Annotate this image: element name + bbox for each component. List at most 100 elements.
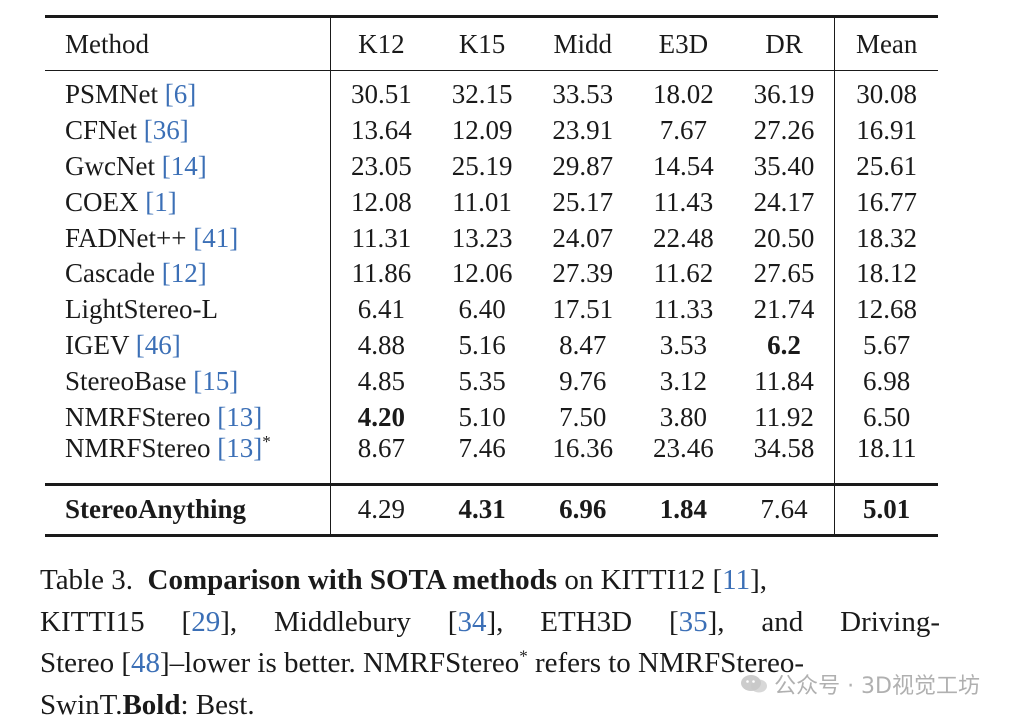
table-cell: 30.08 bbox=[835, 71, 938, 113]
table-cell: 29.87 bbox=[532, 149, 633, 185]
citation-bracket: [ bbox=[211, 433, 227, 463]
table-cell: 30.51 bbox=[331, 71, 432, 113]
method-name: GwcNet [14] bbox=[45, 149, 331, 185]
citation-link[interactable]: 35 bbox=[679, 606, 708, 638]
citation-link[interactable]: 41 bbox=[202, 223, 229, 253]
table-final-section: StereoAnything 4.29 4.31 6.96 1.84 7.64 … bbox=[45, 484, 938, 535]
watermark-text: 公众号 · 3D视觉工坊 bbox=[774, 668, 980, 700]
table-cell: 5.16 bbox=[432, 328, 533, 364]
method-label: LightStereo-L bbox=[65, 294, 218, 324]
table-cell: 25.19 bbox=[432, 149, 533, 185]
citation-link[interactable]: 1 bbox=[154, 187, 168, 217]
caption-text: KITTI15 bbox=[40, 602, 145, 644]
method-label: FADNet++ bbox=[65, 223, 186, 253]
table-cell: 20.50 bbox=[734, 220, 835, 256]
citation-link[interactable]: 12 bbox=[171, 258, 198, 288]
final-cell: 6.96 bbox=[532, 484, 633, 535]
table-cell: 21.74 bbox=[734, 292, 835, 328]
table-cell: 23.05 bbox=[331, 149, 432, 185]
caption-text: [ bbox=[669, 606, 679, 638]
table-cell: 12.68 bbox=[835, 292, 938, 328]
table-cell: 8.47 bbox=[532, 328, 633, 364]
table-cell: 17.51 bbox=[532, 292, 633, 328]
citation-bracket: [ bbox=[155, 151, 171, 181]
citation-link[interactable]: 14 bbox=[171, 151, 198, 181]
table-cell: 13.23 bbox=[432, 220, 533, 256]
citation-bracket: ] bbox=[198, 258, 207, 288]
table-cell: 9.76 bbox=[532, 363, 633, 399]
caption-text: ]–lower is better. NMRFStereo bbox=[160, 647, 519, 679]
method-label: PSMNet bbox=[65, 79, 158, 109]
method-name: StereoBase [15] bbox=[45, 363, 331, 399]
citation-bracket: [ bbox=[137, 115, 153, 145]
citation-bracket: [ bbox=[139, 187, 155, 217]
caption-text: and bbox=[761, 602, 803, 644]
table-cell: 25.61 bbox=[835, 149, 938, 185]
citation-link[interactable]: 46 bbox=[145, 330, 172, 360]
table-cell: 11.01 bbox=[432, 184, 533, 220]
table-cell: 6.41 bbox=[331, 292, 432, 328]
caption-text: SwinT. bbox=[40, 685, 122, 726]
caption-text: : Best. bbox=[180, 685, 254, 726]
caption-asterisk: * bbox=[519, 646, 528, 665]
table-cell: 5.10 bbox=[432, 399, 533, 435]
citation-link[interactable]: 29 bbox=[191, 606, 220, 638]
caption-text: ], bbox=[220, 606, 237, 638]
table-cell: 4.88 bbox=[331, 328, 432, 364]
citation-bracket: [ bbox=[158, 79, 174, 109]
table-cell: 18.12 bbox=[835, 256, 938, 292]
method-label: CFNet bbox=[65, 115, 137, 145]
header-e3d: E3D bbox=[633, 17, 734, 71]
table-caption: Table 3. Comparison with SOTA methods on… bbox=[40, 560, 940, 726]
caption-text: Stereo [ bbox=[40, 647, 131, 679]
method-name: Cascade [12] bbox=[45, 256, 331, 292]
method-name: CFNet [36] bbox=[45, 113, 331, 149]
citation-link[interactable]: 48 bbox=[131, 647, 160, 679]
method-label: Cascade bbox=[65, 258, 155, 288]
table-cell: 14.54 bbox=[633, 149, 734, 185]
table-cell: 18.02 bbox=[633, 71, 734, 113]
table-cell: 3.53 bbox=[633, 328, 734, 364]
caption-title: Comparison with SOTA methods bbox=[148, 564, 558, 596]
header-k15: K15 bbox=[432, 17, 533, 71]
table-cell: 27.39 bbox=[532, 256, 633, 292]
table-cell: 24.07 bbox=[532, 220, 633, 256]
citation-bracket: [ bbox=[155, 258, 171, 288]
caption-text: on KITTI12 [ bbox=[564, 564, 722, 596]
citation-link[interactable]: 36 bbox=[153, 115, 180, 145]
method-name: FADNet++ [41] bbox=[45, 220, 331, 256]
citation-link[interactable]: 13 bbox=[226, 433, 253, 463]
citation-bracket: [ bbox=[129, 330, 145, 360]
citation-link[interactable]: 13 bbox=[226, 402, 253, 432]
table-cell: 11.84 bbox=[734, 363, 835, 399]
table-cell: 16.77 bbox=[835, 184, 938, 220]
wechat-icon bbox=[740, 673, 768, 695]
table-row-stereoanything: StereoAnything 4.29 4.31 6.96 1.84 7.64 … bbox=[45, 484, 938, 535]
citation-bracket: [ bbox=[211, 402, 227, 432]
caption-text: Middlebury bbox=[274, 602, 411, 644]
table-cell: 3.12 bbox=[633, 363, 734, 399]
table-cell: 35.40 bbox=[734, 149, 835, 185]
caption-label: Table 3. bbox=[40, 564, 133, 596]
citation-bracket: [ bbox=[186, 366, 202, 396]
citation-link[interactable]: 11 bbox=[722, 564, 750, 596]
citation-link[interactable]: 6 bbox=[174, 79, 188, 109]
table-cell: 6.98 bbox=[835, 363, 938, 399]
table-cell: 18.32 bbox=[835, 220, 938, 256]
table-cell: 25.17 bbox=[532, 184, 633, 220]
citation-bracket: [ bbox=[186, 223, 202, 253]
citation-link[interactable]: 34 bbox=[457, 606, 486, 638]
table-cell: 33.53 bbox=[532, 71, 633, 113]
table-cell: 11.43 bbox=[633, 184, 734, 220]
table-cell: 11.33 bbox=[633, 292, 734, 328]
table-cell: 23.46 bbox=[633, 435, 734, 485]
header-mean: Mean bbox=[835, 17, 938, 71]
citation-link[interactable]: 15 bbox=[202, 366, 229, 396]
table-cell: 13.64 bbox=[331, 113, 432, 149]
